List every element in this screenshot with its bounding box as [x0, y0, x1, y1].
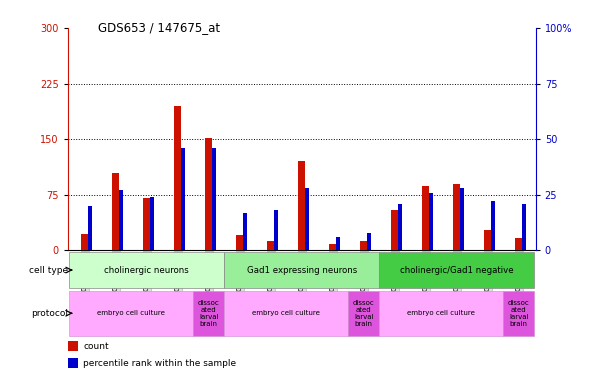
Bar: [68, 341, 78, 351]
Text: dissoc
ated
larval
brain: dissoc ated larval brain: [353, 300, 375, 327]
Bar: [274, 210, 278, 250]
Bar: [212, 148, 217, 250]
Bar: [522, 204, 526, 250]
Bar: [81, 234, 88, 250]
Bar: [70, 252, 224, 288]
Text: cholinergic/Gad1 negative: cholinergic/Gad1 negative: [400, 266, 513, 274]
Text: embryo cell culture: embryo cell culture: [407, 310, 475, 316]
Bar: [143, 198, 150, 250]
Bar: [379, 291, 503, 336]
Bar: [205, 138, 212, 250]
Text: Gad1 expressing neurons: Gad1 expressing neurons: [247, 266, 357, 274]
Text: embryo cell culture: embryo cell culture: [97, 310, 165, 316]
Bar: [224, 252, 379, 288]
Bar: [503, 291, 534, 336]
Bar: [515, 238, 522, 250]
Text: cholinergic neurons: cholinergic neurons: [104, 266, 189, 274]
Bar: [119, 190, 123, 250]
Bar: [484, 230, 491, 250]
Bar: [70, 291, 194, 336]
Bar: [430, 192, 433, 250]
Bar: [348, 291, 379, 336]
Bar: [306, 188, 309, 250]
Text: percentile rank within the sample: percentile rank within the sample: [83, 359, 237, 368]
Bar: [453, 184, 460, 250]
Bar: [329, 244, 336, 250]
Bar: [244, 213, 247, 250]
Bar: [368, 232, 371, 250]
Bar: [175, 106, 181, 250]
Bar: [224, 291, 348, 336]
Text: dissoc
ated
larval
brain: dissoc ated larval brain: [198, 300, 219, 327]
Text: protocol: protocol: [31, 309, 68, 318]
Bar: [150, 197, 155, 250]
Bar: [181, 148, 185, 250]
Bar: [398, 204, 402, 250]
Bar: [336, 237, 340, 250]
Bar: [68, 358, 78, 369]
Bar: [491, 201, 495, 250]
Bar: [88, 206, 93, 250]
Text: dissoc
ated
larval
brain: dissoc ated larval brain: [508, 300, 530, 327]
Bar: [237, 236, 243, 250]
Bar: [360, 241, 367, 250]
Bar: [267, 241, 274, 250]
Bar: [113, 172, 119, 250]
Text: GDS653 / 147675_at: GDS653 / 147675_at: [99, 21, 220, 34]
Text: embryo cell culture: embryo cell culture: [253, 310, 320, 316]
Bar: [194, 291, 224, 336]
Bar: [422, 186, 429, 250]
Bar: [391, 210, 398, 250]
Bar: [460, 188, 464, 250]
Text: cell type: cell type: [30, 266, 68, 274]
Bar: [379, 252, 534, 288]
Text: count: count: [83, 342, 109, 351]
Bar: [299, 161, 305, 250]
